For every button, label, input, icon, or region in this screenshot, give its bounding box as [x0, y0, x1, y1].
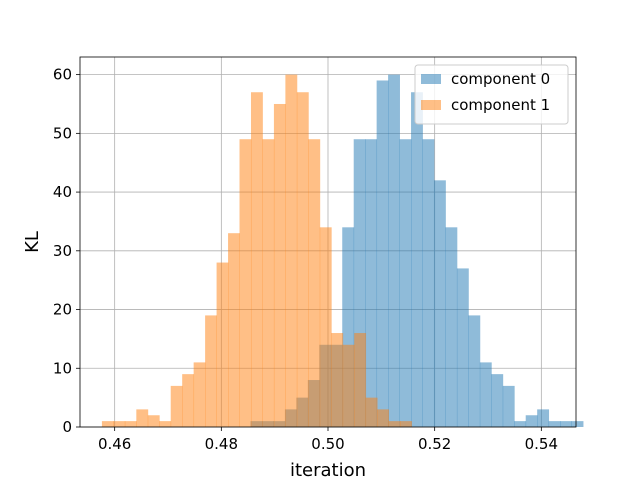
bar-series-0	[514, 421, 527, 427]
bar-series-1	[377, 409, 389, 427]
legend-label: component 0	[451, 70, 550, 88]
bar-series-0	[479, 362, 492, 427]
bar-series-1	[400, 421, 412, 427]
y-tick-label: 10	[53, 359, 72, 377]
legend-frame	[414, 64, 569, 125]
histogram-bars	[101, 74, 584, 427]
x-tick-label: 0.54	[525, 435, 558, 453]
bar-series-1	[159, 421, 172, 427]
bar-series-1	[239, 139, 252, 427]
bar-series-1	[285, 74, 298, 427]
bar-series-1	[331, 333, 344, 427]
legend-label: component 1	[451, 96, 550, 114]
bar-series-0	[365, 139, 378, 427]
bar-series-0	[376, 80, 389, 427]
bar-series-1	[170, 385, 183, 427]
bar-series-0	[433, 180, 446, 427]
y-tick-label: 30	[53, 242, 72, 260]
x-tick-label: 0.48	[205, 435, 238, 453]
bar-series-0	[388, 74, 400, 427]
bar-series-1	[216, 262, 229, 427]
bar-series-0	[525, 415, 538, 427]
bar-series-0	[548, 421, 561, 427]
bar-series-1	[319, 227, 332, 427]
bar-series-0	[491, 374, 504, 427]
bar-series-1	[147, 415, 160, 427]
bar-series-1	[262, 139, 275, 427]
legend-swatch	[421, 74, 441, 84]
bar-series-0	[560, 421, 572, 427]
bar-series-0	[342, 227, 355, 427]
bar-series-0	[399, 139, 412, 427]
legend-swatch	[421, 100, 441, 110]
bar-series-0	[411, 92, 423, 427]
bar-series-0	[502, 385, 515, 427]
bar-series-1	[308, 139, 321, 427]
bar-series-1	[101, 421, 114, 427]
bar-series-0	[422, 139, 435, 427]
bar-series-1	[124, 421, 137, 427]
y-axis-label: KL	[22, 231, 43, 253]
y-tick-label: 40	[53, 183, 72, 201]
bar-series-1	[273, 103, 286, 427]
y-tick-label: 50	[53, 124, 72, 142]
bar-series-0	[353, 139, 366, 427]
bar-series-1	[113, 421, 126, 427]
bar-series-0	[468, 315, 481, 427]
x-tick-label: 0.50	[311, 435, 344, 453]
bar-series-1	[250, 92, 263, 427]
x-tick-label: 0.52	[418, 435, 451, 453]
bar-series-1	[205, 315, 217, 427]
y-tick-label: 20	[53, 301, 72, 319]
bar-series-1	[388, 421, 401, 427]
bar-series-1	[228, 233, 240, 427]
bar-series-0	[571, 421, 584, 427]
bar-series-1	[193, 362, 206, 427]
x-axis-ticks: 0.46 0.48 0.50 0.52 0.54	[98, 427, 558, 453]
bar-series-1	[365, 397, 378, 427]
bar-series-0	[537, 409, 550, 427]
bar-series-1	[342, 344, 355, 427]
y-tick-label: 60	[53, 66, 72, 84]
y-tick-label: 0	[62, 418, 72, 436]
y-axis-ticks: 0 10 20 30 40 50 60	[53, 66, 80, 436]
x-tick-label: 0.46	[98, 435, 131, 453]
legend: component 0 component 1	[414, 64, 569, 125]
bar-series-0	[456, 268, 469, 427]
bar-series-1	[354, 333, 367, 427]
x-axis-label: iteration	[290, 460, 366, 480]
bar-series-0	[445, 227, 458, 427]
bar-series-1	[136, 409, 149, 427]
bar-series-1	[296, 92, 309, 427]
bar-series-1	[182, 374, 195, 427]
